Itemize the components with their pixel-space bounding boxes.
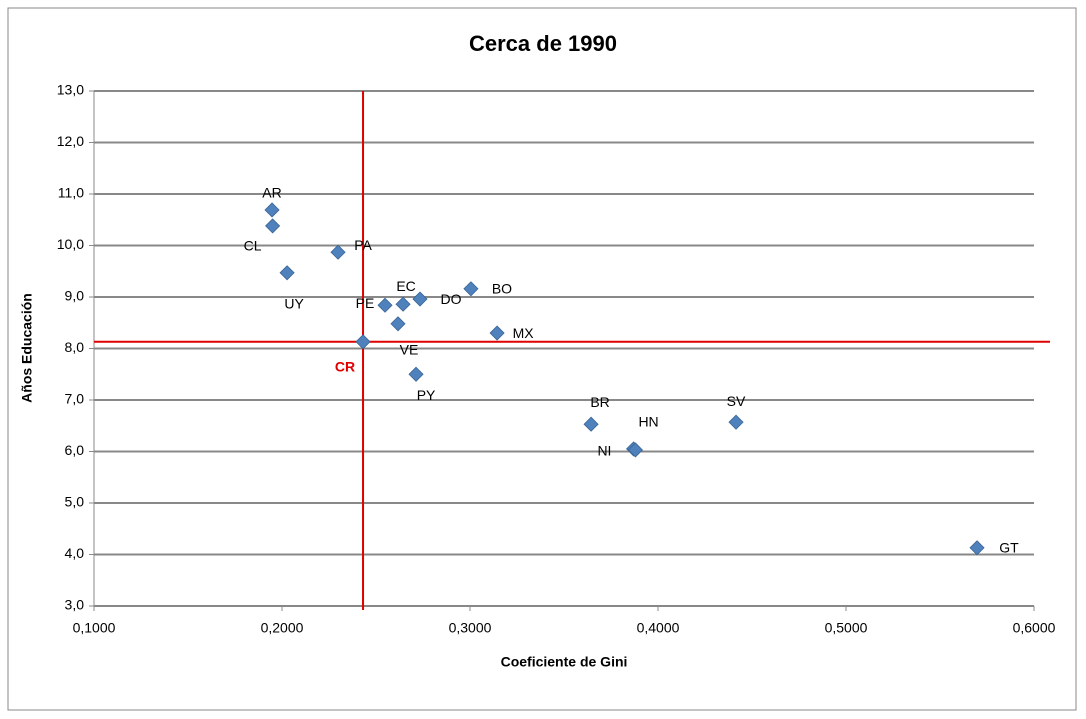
x-tick-label: 0,4000 [637, 620, 680, 636]
y-tick-label: 4,0 [65, 545, 85, 561]
point [264, 202, 280, 218]
y-tick-label: 7,0 [65, 391, 85, 407]
x-tick-label: 0,3000 [449, 620, 492, 636]
point-label: UY [284, 295, 304, 311]
point-label: GT [999, 540, 1019, 556]
point [728, 414, 744, 430]
point-label: VE [400, 341, 419, 357]
y-tick-label: 11,0 [58, 185, 84, 201]
point-label: BR [590, 394, 609, 410]
point-label: PY [417, 387, 436, 403]
point [489, 325, 505, 341]
point-label: CL [244, 238, 262, 254]
x-tick-label: 0,6000 [1013, 620, 1056, 636]
chart-title: Cerca de 1990 [469, 31, 617, 56]
point [408, 366, 424, 382]
point [355, 334, 371, 350]
point [627, 442, 644, 458]
point-label: SV [727, 393, 746, 409]
x-tick-label: 0,5000 [825, 620, 868, 636]
point-label: PE [356, 295, 375, 311]
point [463, 281, 479, 297]
point-label: DO [440, 291, 461, 307]
y-tick-label: 12,0 [57, 133, 84, 149]
y-tick-label: 9,0 [65, 288, 85, 304]
point-label: MX [513, 325, 535, 341]
point-label: NI [597, 443, 611, 459]
y-tick-label: 8,0 [65, 339, 85, 355]
point [583, 416, 599, 432]
point-label: AR [262, 185, 281, 201]
point [330, 244, 346, 260]
x-axis-label: Coeficiente de Gini [501, 654, 628, 670]
x-tick-label: 0,1000 [73, 620, 116, 636]
point [969, 540, 985, 556]
chart-border [7, 7, 1077, 711]
point-label: PA [354, 237, 372, 253]
y-tick-label: 10,0 [57, 236, 84, 252]
point [395, 296, 411, 312]
point [279, 265, 295, 281]
point-label: BO [492, 280, 512, 296]
point-label: HN [638, 414, 658, 430]
point [265, 218, 281, 234]
y-tick-label: 5,0 [65, 494, 85, 510]
point-label: EC [396, 278, 415, 294]
y-axis-label: Años Educación [19, 293, 35, 403]
point [390, 316, 406, 332]
point [377, 297, 393, 313]
point-label: CR [335, 359, 355, 375]
y-tick-label: 6,0 [65, 442, 85, 458]
y-tick-label: 13,0 [57, 82, 84, 98]
x-tick-label: 0,2000 [261, 620, 304, 636]
point [412, 291, 428, 307]
y-tick-label: 3,0 [65, 597, 85, 613]
